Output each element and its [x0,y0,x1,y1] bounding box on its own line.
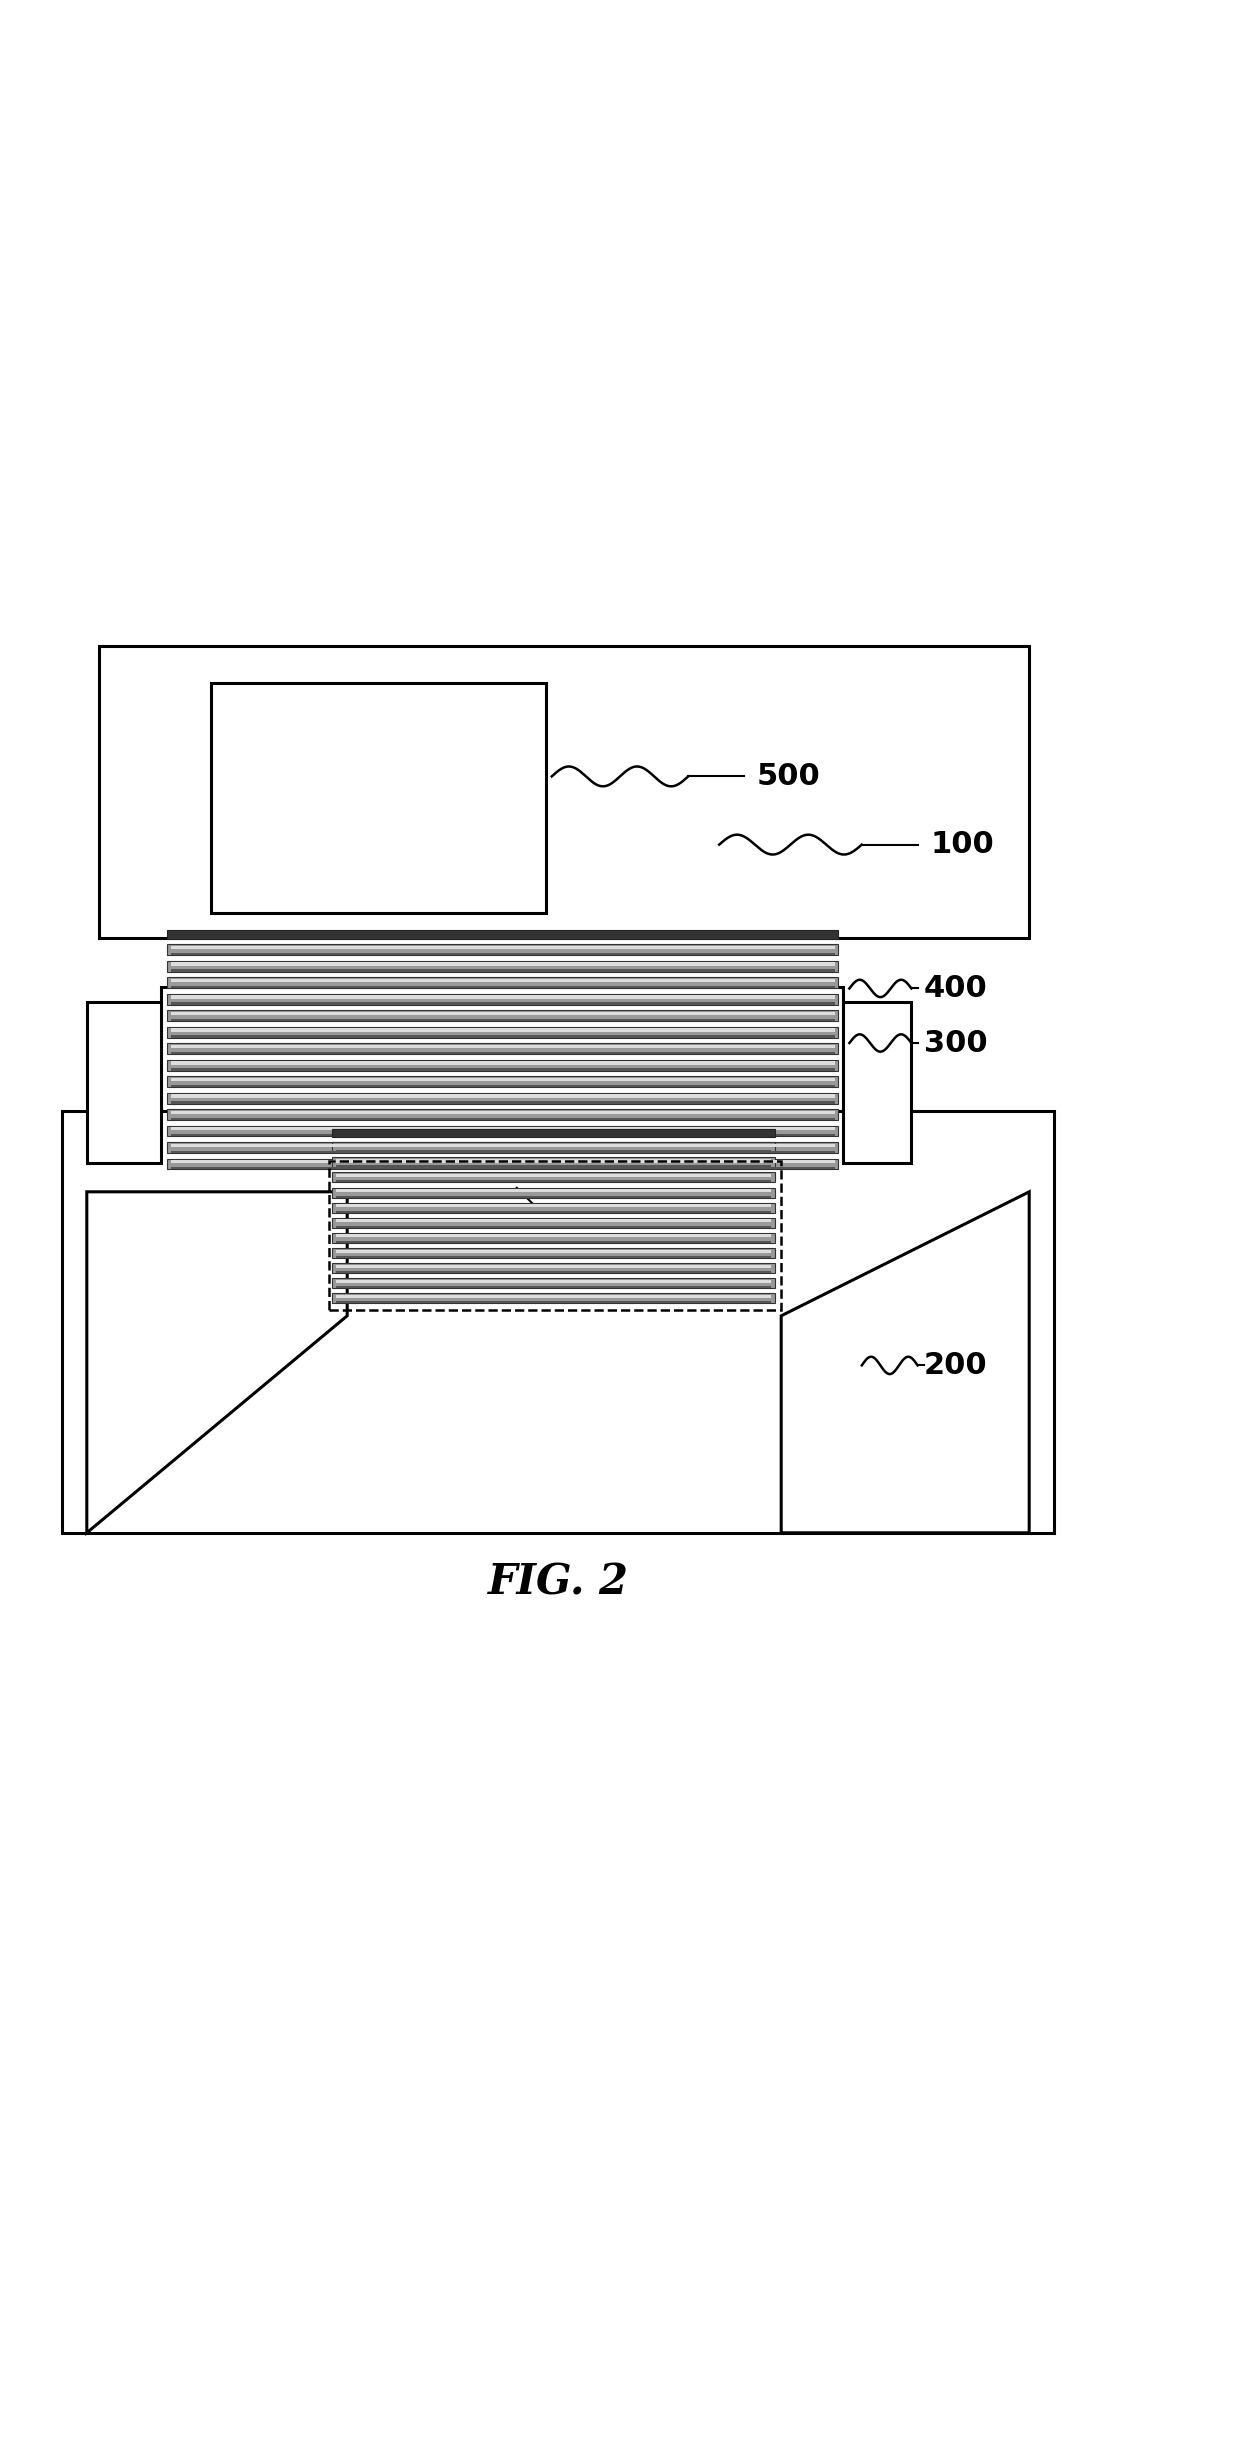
Bar [332,1293,775,1303]
Bar [843,1003,911,1163]
Bar [336,1234,771,1236]
Bar [167,1109,838,1121]
Bar [332,1263,775,1273]
Text: 200: 200 [924,1352,987,1379]
Bar [171,946,835,949]
Bar [336,1219,771,1222]
Bar [332,1234,775,1244]
Bar [336,1204,771,1207]
Bar [332,1278,775,1288]
Bar [167,993,838,1005]
Bar [329,1160,781,1310]
Bar [332,1202,775,1212]
Polygon shape [87,1192,347,1534]
Bar [336,1249,771,1254]
Bar [211,683,546,912]
Bar [167,1126,838,1136]
Bar [167,1027,838,1037]
Bar [171,1143,835,1148]
Bar [332,1217,775,1227]
Bar [171,1027,835,1032]
Bar [171,1128,835,1131]
Bar [171,978,835,983]
Bar [167,1143,838,1153]
Bar [171,1094,835,1099]
Polygon shape [781,1192,1029,1534]
Text: 400: 400 [924,973,987,1003]
Bar [167,944,838,956]
Bar [171,961,835,966]
Bar [167,961,838,971]
Text: 500: 500 [756,762,820,791]
Bar [336,1266,771,1268]
Bar [171,1077,835,1082]
Bar [332,1143,775,1153]
Bar [167,929,838,939]
Bar [171,1062,835,1064]
Bar [167,1077,838,1086]
Bar [167,1094,838,1104]
Bar [336,1295,771,1298]
Bar [332,1249,775,1258]
Bar [171,1013,835,1015]
Bar [87,1003,161,1163]
Bar [62,1111,1054,1534]
Bar [332,1172,775,1182]
Bar [336,1190,771,1192]
Bar [167,978,838,988]
Text: 300: 300 [924,1027,987,1057]
Text: 100: 100 [930,831,993,860]
Text: FIG. 2: FIG. 2 [487,1561,629,1603]
Bar [336,1143,771,1148]
Bar [171,995,835,998]
Bar [167,1059,838,1072]
Bar [99,646,1029,936]
Bar [336,1158,771,1163]
Bar [171,1111,835,1113]
Bar [332,1128,775,1138]
Bar [336,1175,771,1177]
Bar [167,1158,838,1170]
Bar [336,1281,771,1283]
Bar [167,1010,838,1020]
Bar [161,988,843,1180]
Bar [332,1187,775,1197]
Bar [171,1160,835,1163]
Bar [167,1042,838,1054]
Bar [171,1045,835,1047]
Bar [332,1158,775,1168]
